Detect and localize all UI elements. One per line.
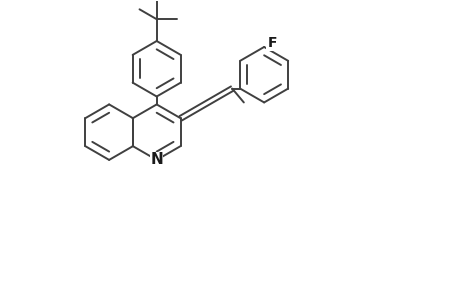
Text: F: F bbox=[267, 36, 276, 50]
Text: N: N bbox=[150, 152, 162, 167]
